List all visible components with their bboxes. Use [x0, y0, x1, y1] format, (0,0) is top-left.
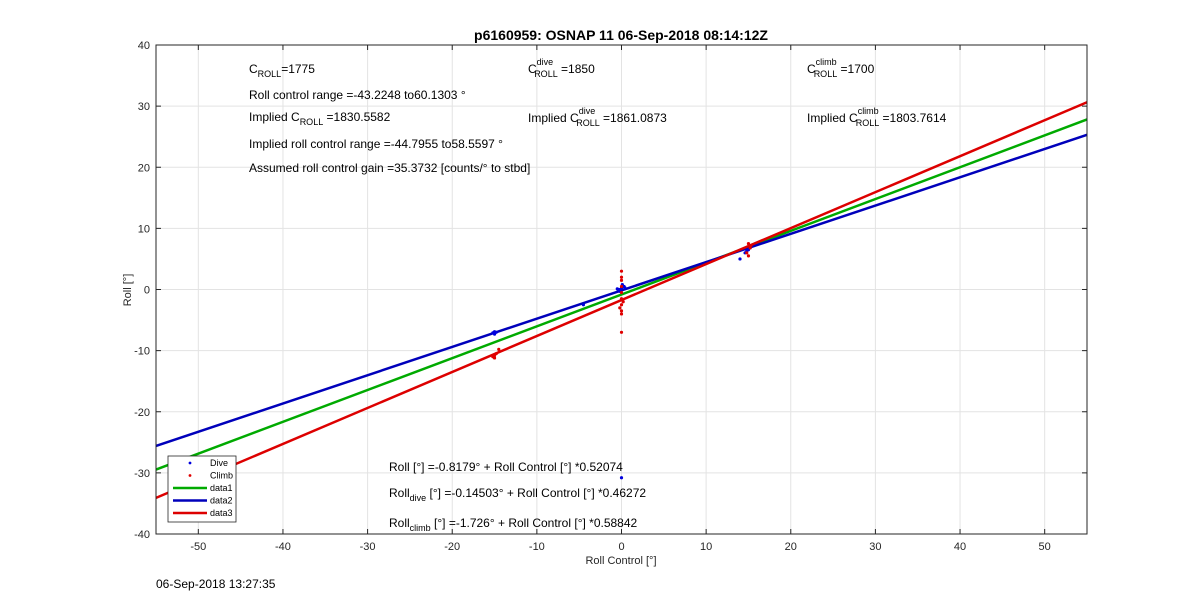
legend-marker-dive [188, 461, 192, 465]
x-tick-label: 50 [1039, 541, 1051, 553]
x-tick-label: 30 [869, 541, 881, 553]
x-tick-label: 20 [785, 541, 797, 553]
y-tick-label: 40 [138, 40, 150, 52]
legend: Dive Climb data1 data2 data3 [167, 455, 237, 523]
point-climb [494, 352, 498, 356]
point-climb [619, 297, 624, 301]
point-climb [492, 356, 497, 360]
point-climb [497, 347, 501, 352]
point-climb [745, 251, 749, 255]
x-tick-label: -10 [529, 541, 545, 553]
x-tick-label: -40 [275, 541, 291, 553]
ticks: -50 -40 -30 -20 -10 0 10 20 30 40 50 -40 -30 -20 -10 0 1… [134, 40, 1087, 553]
point-climb [619, 330, 624, 334]
y-tick-label: -10 [134, 346, 150, 358]
point-climb [619, 309, 624, 313]
point-climb [619, 284, 624, 289]
point-climb [746, 242, 751, 246]
point-climb [619, 303, 624, 307]
point-dive [619, 476, 624, 480]
legend-label: data2 [210, 496, 233, 506]
legend-label: data3 [210, 508, 233, 518]
legend-label: data1 [210, 483, 233, 493]
x-tick-label: 10 [700, 541, 712, 553]
y-tick-label: -30 [134, 468, 150, 480]
y-axis-label: Roll [°] [122, 274, 134, 307]
point-dive [492, 332, 497, 336]
legend-label: Climb [210, 471, 233, 481]
x-tick-label: 40 [954, 541, 966, 553]
legend-label: Dive [210, 458, 228, 468]
implied-roll-control-range: Implied roll control range =-44.7955 to5… [249, 137, 503, 151]
y-tick-label: 30 [138, 101, 150, 113]
x-tick-label: -30 [360, 541, 376, 553]
point-climb [746, 254, 751, 258]
equation-climb: Rollclimb [°] =-1.726° + Roll Control [°… [389, 516, 638, 533]
point-climb [748, 246, 752, 250]
implied-c-roll-climb: Implied Cclimb ROLL =1803.7614 [807, 106, 947, 128]
point-climb [619, 269, 624, 273]
point-climb [619, 312, 624, 316]
equation-all: Roll [°] =-0.8179° + Roll Control [°] *0… [389, 460, 623, 474]
chart-title: p6160959: OSNAP 11 06-Sep-2018 08:14:12Z [474, 27, 768, 43]
x-tick-label: -50 [190, 541, 206, 553]
point-dive [738, 257, 742, 261]
point-climb [621, 300, 625, 304]
c-roll-annotation: CROLL=1775 [249, 62, 315, 79]
y-tick-label: -20 [134, 407, 150, 419]
legend-marker-climb [188, 474, 192, 477]
c-roll-climb-annotation: Cclimb ROLL =1700 [807, 57, 875, 79]
roll-control-range: Roll control range =-43.2248 to60.1303 ° [249, 88, 466, 102]
x-axis-label: Roll Control [°] [585, 555, 656, 567]
point-climb [619, 290, 624, 295]
point-climb [749, 243, 753, 248]
point-climb [618, 306, 622, 310]
point-dive [581, 303, 586, 307]
x-tick-label: 0 [618, 541, 624, 553]
series-line-data2 [155, 133, 1088, 448]
y-tick-label: 0 [144, 285, 150, 297]
implied-c-roll-dive: Implied Cdive ROLL =1861.0873 [528, 106, 667, 128]
point-dive [617, 287, 621, 292]
footer-timestamp: 06-Sep-2018 13:27:35 [156, 577, 276, 591]
implied-c-roll: Implied CROLL =1830.5582 [249, 110, 391, 127]
data-points [491, 242, 753, 480]
assumed-roll-control-gain: Assumed roll control gain =35.3732 [coun… [249, 161, 530, 175]
point-climb [619, 278, 624, 282]
x-tick-label: -20 [444, 541, 460, 553]
c-roll-dive-annotation: Cdive ROLL =1850 [528, 57, 595, 79]
point-climb [619, 275, 624, 279]
y-tick-label: 20 [138, 162, 150, 174]
y-tick-label: -40 [134, 529, 150, 541]
y-tick-label: 10 [138, 223, 150, 235]
point-dive [623, 286, 627, 290]
equation-dive: Rolldive [°] =-0.14503° + Roll Control [… [389, 486, 646, 503]
series-line-data1 [155, 118, 1088, 471]
